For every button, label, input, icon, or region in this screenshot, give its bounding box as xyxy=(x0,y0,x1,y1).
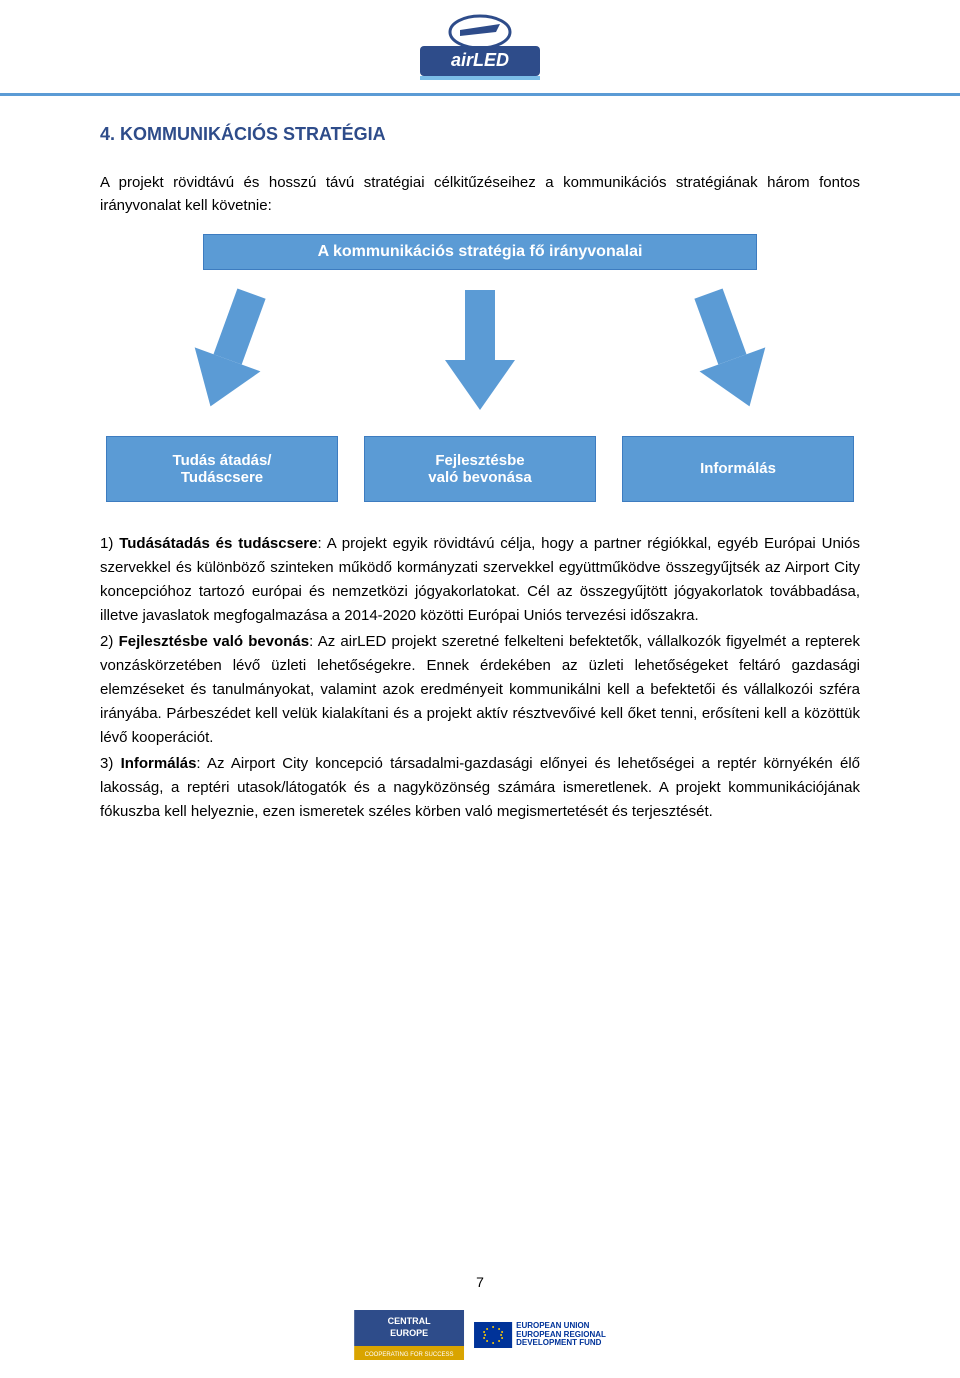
p1-num: 1) xyxy=(100,535,119,552)
paragraph-3: 3) Informálás: Az Airport City koncepció… xyxy=(100,752,860,824)
paragraph-2: 2) Fejlesztésbe való bevonás: Az airLED … xyxy=(100,630,860,750)
header-logo: airLED xyxy=(405,6,555,85)
arrow-down-right-icon xyxy=(674,280,784,420)
eu-text: EUROPEAN UNION EUROPEAN REGIONAL DEVELOP… xyxy=(516,1322,606,1348)
eu-logo: EUROPEAN UNION EUROPEAN REGIONAL DEVELOP… xyxy=(474,1322,606,1348)
body-text: 1) Tudásátadás és tudáscsere: A projekt … xyxy=(100,532,860,824)
page-number: 7 xyxy=(476,1274,484,1290)
arrow-down-center-icon xyxy=(425,280,535,420)
page: airLED 4. KOMMUNIKÁCIÓS STRATÉGIA A proj… xyxy=(0,0,960,1378)
footer-logos: CENTRAL EUROPE COOPERATING FOR SUCCESS xyxy=(354,1310,606,1360)
diagram-top-bar: A kommunikációs stratégia fő irányvonala… xyxy=(203,234,757,270)
p3-bold: Informálás xyxy=(121,755,197,772)
header-bar: airLED xyxy=(0,0,960,96)
arrow-down-left-icon xyxy=(176,280,286,420)
intro-paragraph: A projekt rövidtávú és hosszú távú strat… xyxy=(100,171,860,218)
diagram-arrows-row xyxy=(106,280,854,430)
arrow-center-cell xyxy=(355,280,604,420)
section-heading: 4. KOMMUNIKÁCIÓS STRATÉGIA xyxy=(100,124,860,145)
diagram-box-3: Informálás xyxy=(622,436,854,502)
svg-text:COOPERATING FOR SUCCESS: COOPERATING FOR SUCCESS xyxy=(365,1352,454,1358)
central-europe-logo-icon: CENTRAL EUROPE COOPERATING FOR SUCCESS xyxy=(354,1310,464,1360)
diagram-box-1: Tudás átadás/ Tudáscsere xyxy=(106,436,338,502)
svg-text:CENTRAL: CENTRAL xyxy=(388,1316,431,1326)
arrow-right-cell xyxy=(605,280,854,420)
strategy-diagram: A kommunikációs stratégia fő irányvonala… xyxy=(100,234,860,502)
svg-text:airLED: airLED xyxy=(451,50,509,70)
svg-text:EUROPE: EUROPE xyxy=(390,1328,428,1338)
eu-flag-icon xyxy=(474,1322,512,1348)
eu-line3: DEVELOPMENT FUND xyxy=(516,1339,606,1348)
p2-num: 2) xyxy=(100,633,119,650)
airled-logo-icon: airLED xyxy=(420,6,540,80)
p3-num: 3) xyxy=(100,755,121,772)
paragraph-1: 1) Tudásátadás és tudáscsere: A projekt … xyxy=(100,532,860,628)
p2-bold: Fejlesztésbe való bevonás xyxy=(119,633,310,650)
p3-rest: : Az Airport City koncepció társadalmi-g… xyxy=(100,755,860,820)
p1-bold: Tudásátadás és tudáscsere xyxy=(119,535,317,552)
arrow-left-cell xyxy=(106,280,355,420)
diagram-box-2: Fejlesztésbe való bevonása xyxy=(364,436,596,502)
diagram-boxes-row: Tudás átadás/ Tudáscsere Fejlesztésbe va… xyxy=(106,436,854,502)
